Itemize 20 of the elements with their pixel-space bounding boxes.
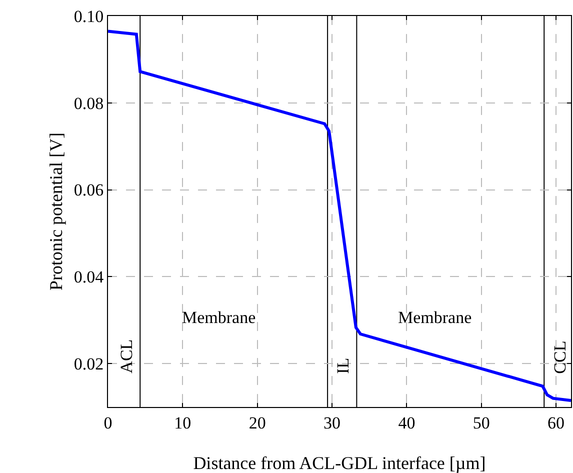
line-series <box>108 30 571 402</box>
x-tick-label: 10 <box>174 413 192 432</box>
y-tick-label: 0.08 <box>74 94 104 113</box>
y-tick-label: 0.06 <box>74 180 104 200</box>
y-axis-title: Protonic potential [V] <box>46 132 66 290</box>
x-tick-label: 50 <box>472 413 490 432</box>
annotation: Membrane <box>398 308 472 327</box>
x-tick-label: 20 <box>248 413 266 432</box>
x-tick-label: 60 <box>548 413 565 432</box>
x-tick-label: 0 <box>104 413 112 432</box>
ref-line-label: CCL <box>550 340 570 374</box>
y-tick-label: 0.10 <box>74 6 104 26</box>
ref-line-label: IL <box>333 358 352 374</box>
y-tick-label: 0.04 <box>74 268 104 287</box>
y-tick-label: 0.02 <box>74 354 104 374</box>
x-axis-title: Distance from ACL-GDL interface [µm] <box>193 453 486 473</box>
ref-line-label: ACL <box>116 339 136 374</box>
x-tick-label: 40 <box>398 413 416 432</box>
annotation: Membrane <box>182 308 256 327</box>
x-tick-label: 30 <box>324 413 341 432</box>
